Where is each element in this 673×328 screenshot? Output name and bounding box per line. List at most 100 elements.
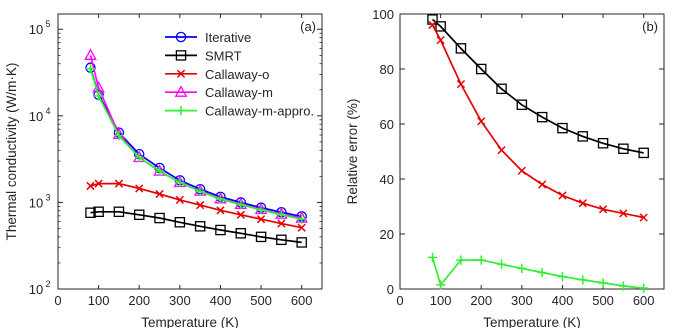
axes-frame	[57, 13, 323, 290]
x-tick-label: 500	[250, 293, 272, 308]
legend-label-Callaway-m: Callaway-m	[205, 85, 273, 100]
data-point-SMRT	[174, 217, 186, 228]
data-point-Callaway-m-appro.	[215, 194, 226, 204]
data-point-SMRT	[93, 206, 104, 218]
data-point-Callaway-m-appro.	[85, 64, 96, 74]
y-tick-label-base: 10	[29, 22, 43, 37]
data-point-SMRT	[516, 99, 528, 111]
data-point-Callaway-m-appro.	[598, 278, 608, 288]
x-tick-label: 300	[511, 293, 533, 308]
y-tick-label-base: 10	[29, 282, 43, 297]
y-tick-label-exponent: 5	[45, 19, 50, 29]
series-line-Callaway-m-appro.	[89, 68, 302, 221]
y-tick-label: 60	[380, 117, 394, 132]
data-point-Callaway-o	[297, 223, 306, 232]
x-tick-label: 200	[470, 293, 492, 308]
data-point-Callaway-o	[277, 219, 286, 228]
data-point-Callaway-o	[517, 166, 526, 175]
legend-label-Iterative: Iterative	[205, 30, 251, 45]
axes-frame	[399, 13, 665, 290]
legend-label-Callaway-o: Callaway-o	[205, 67, 269, 82]
x-axis-label: Temperature (K)	[141, 315, 239, 328]
data-point-Callaway-o	[619, 209, 628, 218]
data-point-Callaway-m-appro.	[578, 275, 588, 285]
legend-marker-Iterative	[175, 31, 187, 43]
data-point-SMRT	[557, 122, 568, 134]
x-tick-label: 400	[210, 293, 232, 308]
data-point-SMRT	[638, 147, 649, 159]
data-point-SMRT	[496, 83, 507, 95]
data-point-SMRT	[296, 237, 307, 248]
data-point-Callaway-o	[94, 179, 103, 188]
series-line-SMRT	[90, 210, 302, 244]
x-tick-label: 400	[552, 293, 574, 308]
data-point-Callaway-m-appro.	[456, 255, 466, 265]
data-point-Callaway-m-appro.	[236, 200, 246, 210]
data-point-Callaway-m-appro.	[195, 186, 205, 197]
data-point-Callaway-o	[456, 79, 466, 89]
data-point-Callaway-m-appro.	[134, 152, 144, 163]
legend-marker-SMRT	[175, 50, 187, 61]
data-point-Callaway-o	[175, 195, 184, 205]
data-point-Callaway-o	[114, 179, 124, 188]
panel-label: (b)	[642, 19, 658, 34]
data-point-Callaway-m-appro.	[639, 283, 649, 293]
data-point-Callaway-m-appro.	[114, 131, 124, 141]
data-point-SMRT	[154, 212, 165, 224]
series-line-SMRT	[431, 18, 644, 154]
data-point-Callaway-o	[86, 181, 95, 191]
data-point-Callaway-o	[196, 201, 205, 210]
legend-marker-Callaway-o	[176, 69, 186, 78]
y-tick-label-exponent: 3	[45, 192, 50, 202]
y-tick-label: 40	[380, 172, 394, 187]
x-tick-label: 0	[396, 293, 403, 308]
y-axis-label: Relative error (%)	[345, 99, 360, 205]
data-point-Callaway-o	[477, 117, 486, 126]
y-tick-label: 100	[372, 7, 394, 22]
data-point-Callaway-m-appro.	[175, 177, 185, 188]
data-point-Callaway-m-appro.	[557, 272, 568, 282]
data-point-Callaway-o	[598, 205, 608, 214]
data-point-Callaway-o	[639, 213, 648, 222]
data-point-Callaway-m-appro.	[94, 91, 104, 101]
x-tick-label: 100	[88, 293, 110, 308]
data-point-SMRT	[618, 143, 629, 154]
data-point-Callaway-o	[236, 210, 245, 219]
series-line-Callaway-o	[431, 24, 644, 219]
data-point-Callaway-o	[436, 35, 445, 45]
data-point-Callaway-m-appro.	[537, 267, 547, 278]
data-point-Callaway-m-appro.	[517, 263, 527, 273]
legend-marker-Callaway-m-appro.	[176, 106, 186, 116]
data-point-Callaway-m-appro.	[496, 259, 507, 269]
data-point-Callaway-o	[497, 145, 506, 155]
data-point-Callaway-o	[578, 199, 587, 208]
data-point-SMRT	[597, 137, 609, 149]
y-tick-label: 0	[387, 282, 394, 297]
data-point-SMRT	[85, 207, 96, 218]
y-tick-label-base: 10	[29, 109, 43, 124]
data-point-Callaway-m-appro.	[618, 281, 628, 291]
data-point-Callaway-m-appro.	[297, 214, 307, 224]
y-tick-label-exponent: 2	[45, 279, 50, 289]
legend-label-Callaway-m-appro.: Callaway-m-appro.	[205, 104, 314, 119]
y-axis-label: Thermal conductivity (W/m·K)	[4, 63, 19, 241]
data-point-Callaway-m	[84, 48, 97, 60]
x-tick-label: 200	[128, 293, 150, 308]
panel-label: (a)	[300, 19, 316, 34]
data-point-Callaway-m-appro.	[427, 252, 438, 262]
x-tick-label: 600	[633, 293, 655, 308]
data-point-SMRT	[577, 131, 589, 142]
data-point-Callaway-o	[216, 206, 225, 215]
y-tick-label-base: 10	[29, 195, 43, 210]
data-point-SMRT	[215, 224, 226, 236]
data-point-SMRT	[113, 206, 125, 218]
data-point-Callaway-o	[558, 191, 567, 200]
data-point-Callaway-m-appro.	[256, 205, 266, 215]
data-point-SMRT	[255, 231, 267, 243]
x-tick-label: 300	[169, 293, 191, 308]
data-point-SMRT	[435, 21, 446, 32]
legend-marker-Callaway-m	[174, 85, 188, 97]
panel-b-relative-error: 0 100 200 300 400 500 600 0 20 40 60 80 100 Temperatu…	[345, 7, 665, 328]
data-point-SMRT	[455, 43, 467, 54]
